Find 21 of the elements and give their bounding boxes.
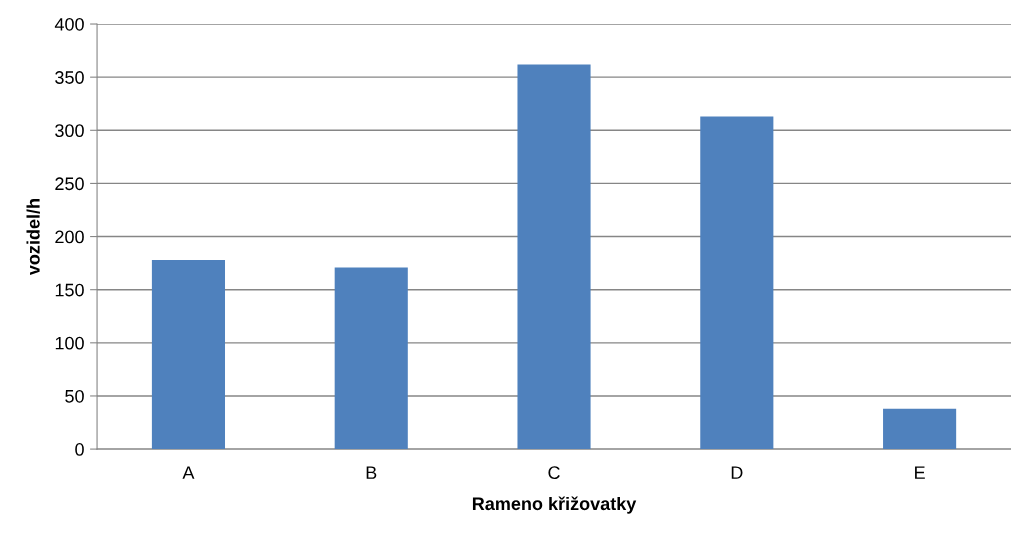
bar: [334, 267, 408, 450]
bar: [700, 116, 774, 450]
bar: [151, 259, 226, 450]
x-tick-label: B: [366, 466, 377, 479]
y-tick-label: 250: [55, 177, 84, 191]
bar: [517, 64, 591, 450]
y-tick-label: 50: [65, 389, 84, 403]
x-tick-label: E: [915, 466, 925, 479]
x-tick-label: A: [182, 466, 195, 479]
x-tick-label: C: [548, 466, 560, 480]
y-tick-label: 100: [55, 336, 84, 350]
y-tick-label: 150: [55, 283, 84, 297]
y-tick-label: 0: [75, 443, 84, 456]
y-axis-title: vozidel/h: [26, 199, 40, 276]
x-tick-label: D: [731, 466, 743, 479]
x-axis-title: Rameno křižovatky: [472, 496, 637, 514]
bar: [883, 408, 957, 450]
y-tick-label: 200: [55, 230, 84, 244]
y-tick-label: 400: [54, 17, 84, 31]
y-tick-label: 350: [55, 71, 84, 84]
y-tick-label: 300: [55, 124, 84, 138]
